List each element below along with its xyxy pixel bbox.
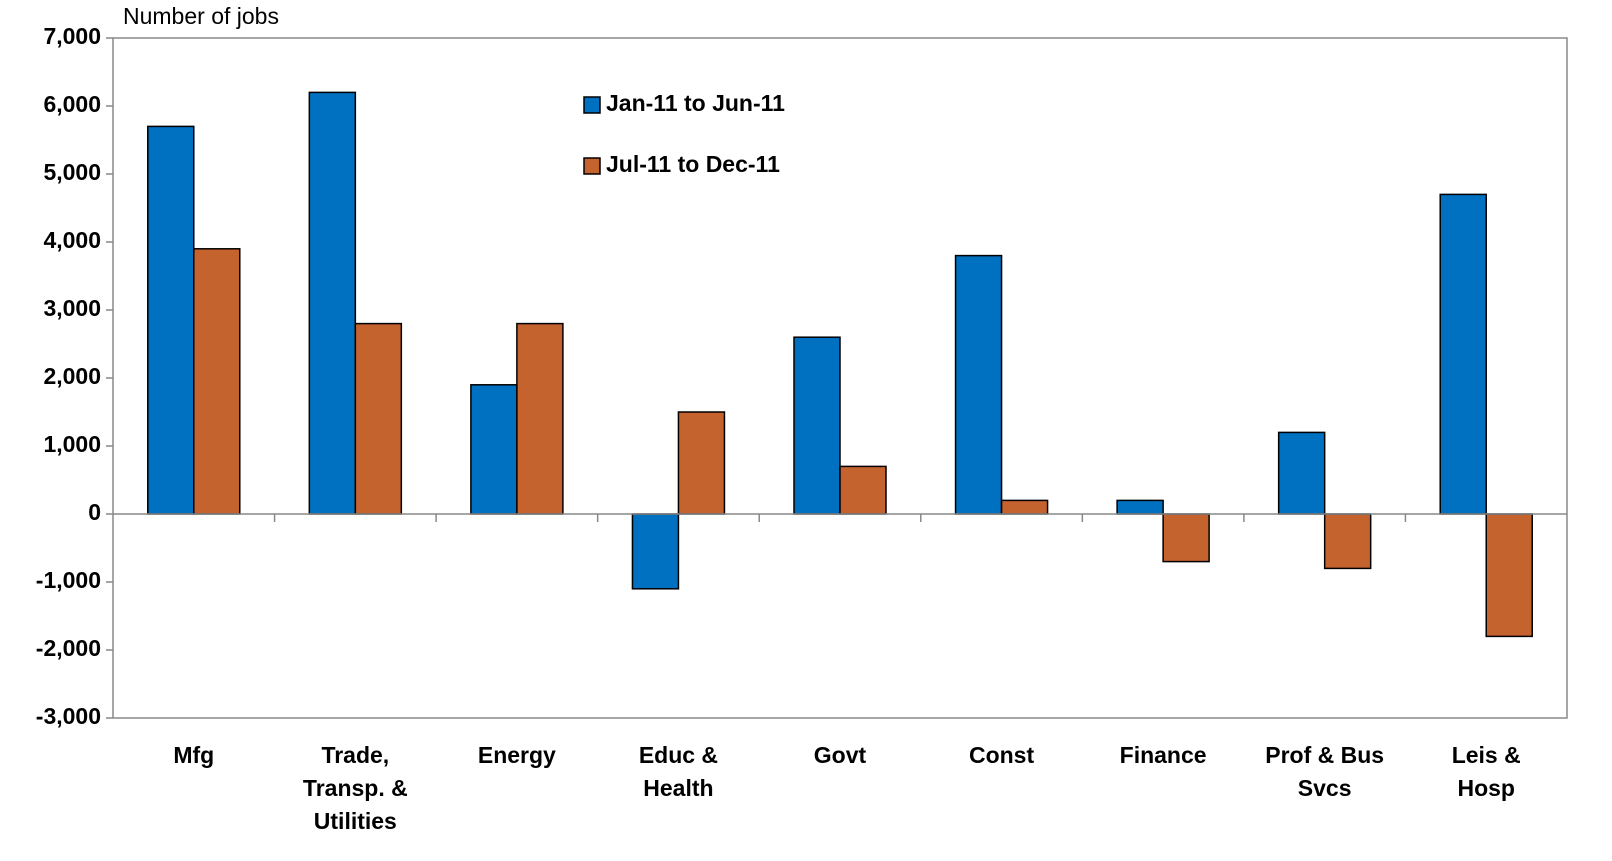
x-tick-label: Govt: [813, 742, 867, 768]
y-axis-label: Number of jobs: [123, 3, 279, 29]
legend-label: Jul-11 to Dec-11: [606, 151, 780, 177]
y-tick-label: 6,000: [43, 91, 101, 117]
bar: [1000, 499, 1049, 515]
x-tick-label: Educ & Health: [638, 742, 719, 801]
x-tick-label: Energy: [477, 742, 556, 768]
bar: [677, 411, 726, 515]
x-tick-label: Prof & Bus Svcs: [1265, 742, 1385, 801]
x-tick-label: Leis & Hosp: [1451, 742, 1521, 801]
y-tick-label: -1,000: [36, 567, 101, 593]
bar: [954, 254, 1003, 515]
x-tick-label: Trade, Transp. & Utilities: [302, 742, 408, 834]
legend-swatch: [583, 157, 601, 175]
bar: [631, 513, 680, 590]
bar: [1116, 499, 1164, 515]
plot-frame: [112, 37, 1568, 719]
bar: [1323, 513, 1372, 570]
bar: [1277, 431, 1326, 515]
bar: [354, 322, 403, 515]
y-tick-label: -2,000: [36, 635, 101, 661]
y-tick-label: 0: [88, 499, 101, 525]
bar: [1439, 193, 1487, 515]
x-tick-label: Const: [968, 742, 1035, 768]
y-tick-label: 4,000: [43, 227, 101, 253]
bar: [1485, 513, 1533, 638]
bar: [470, 384, 518, 515]
y-tick-label: 7,000: [43, 23, 101, 49]
y-tick-label: 2,000: [43, 363, 101, 389]
bar: [793, 336, 841, 515]
bar: [193, 248, 241, 515]
bar: [147, 125, 195, 515]
legend-swatch: [583, 96, 601, 114]
y-tick-label: 5,000: [43, 159, 101, 185]
bar: [516, 322, 564, 515]
y-tick-label: 1,000: [43, 431, 101, 457]
legend-label: Jan-11 to Jun-11: [606, 90, 785, 116]
bar: [1162, 513, 1210, 563]
x-tick-label: Finance: [1119, 742, 1207, 768]
bar: [839, 465, 887, 515]
y-tick-label: -3,000: [36, 703, 101, 729]
bar: [308, 91, 357, 515]
y-tick-label: 3,000: [43, 295, 101, 321]
x-tick-label: Mfg: [173, 742, 215, 768]
